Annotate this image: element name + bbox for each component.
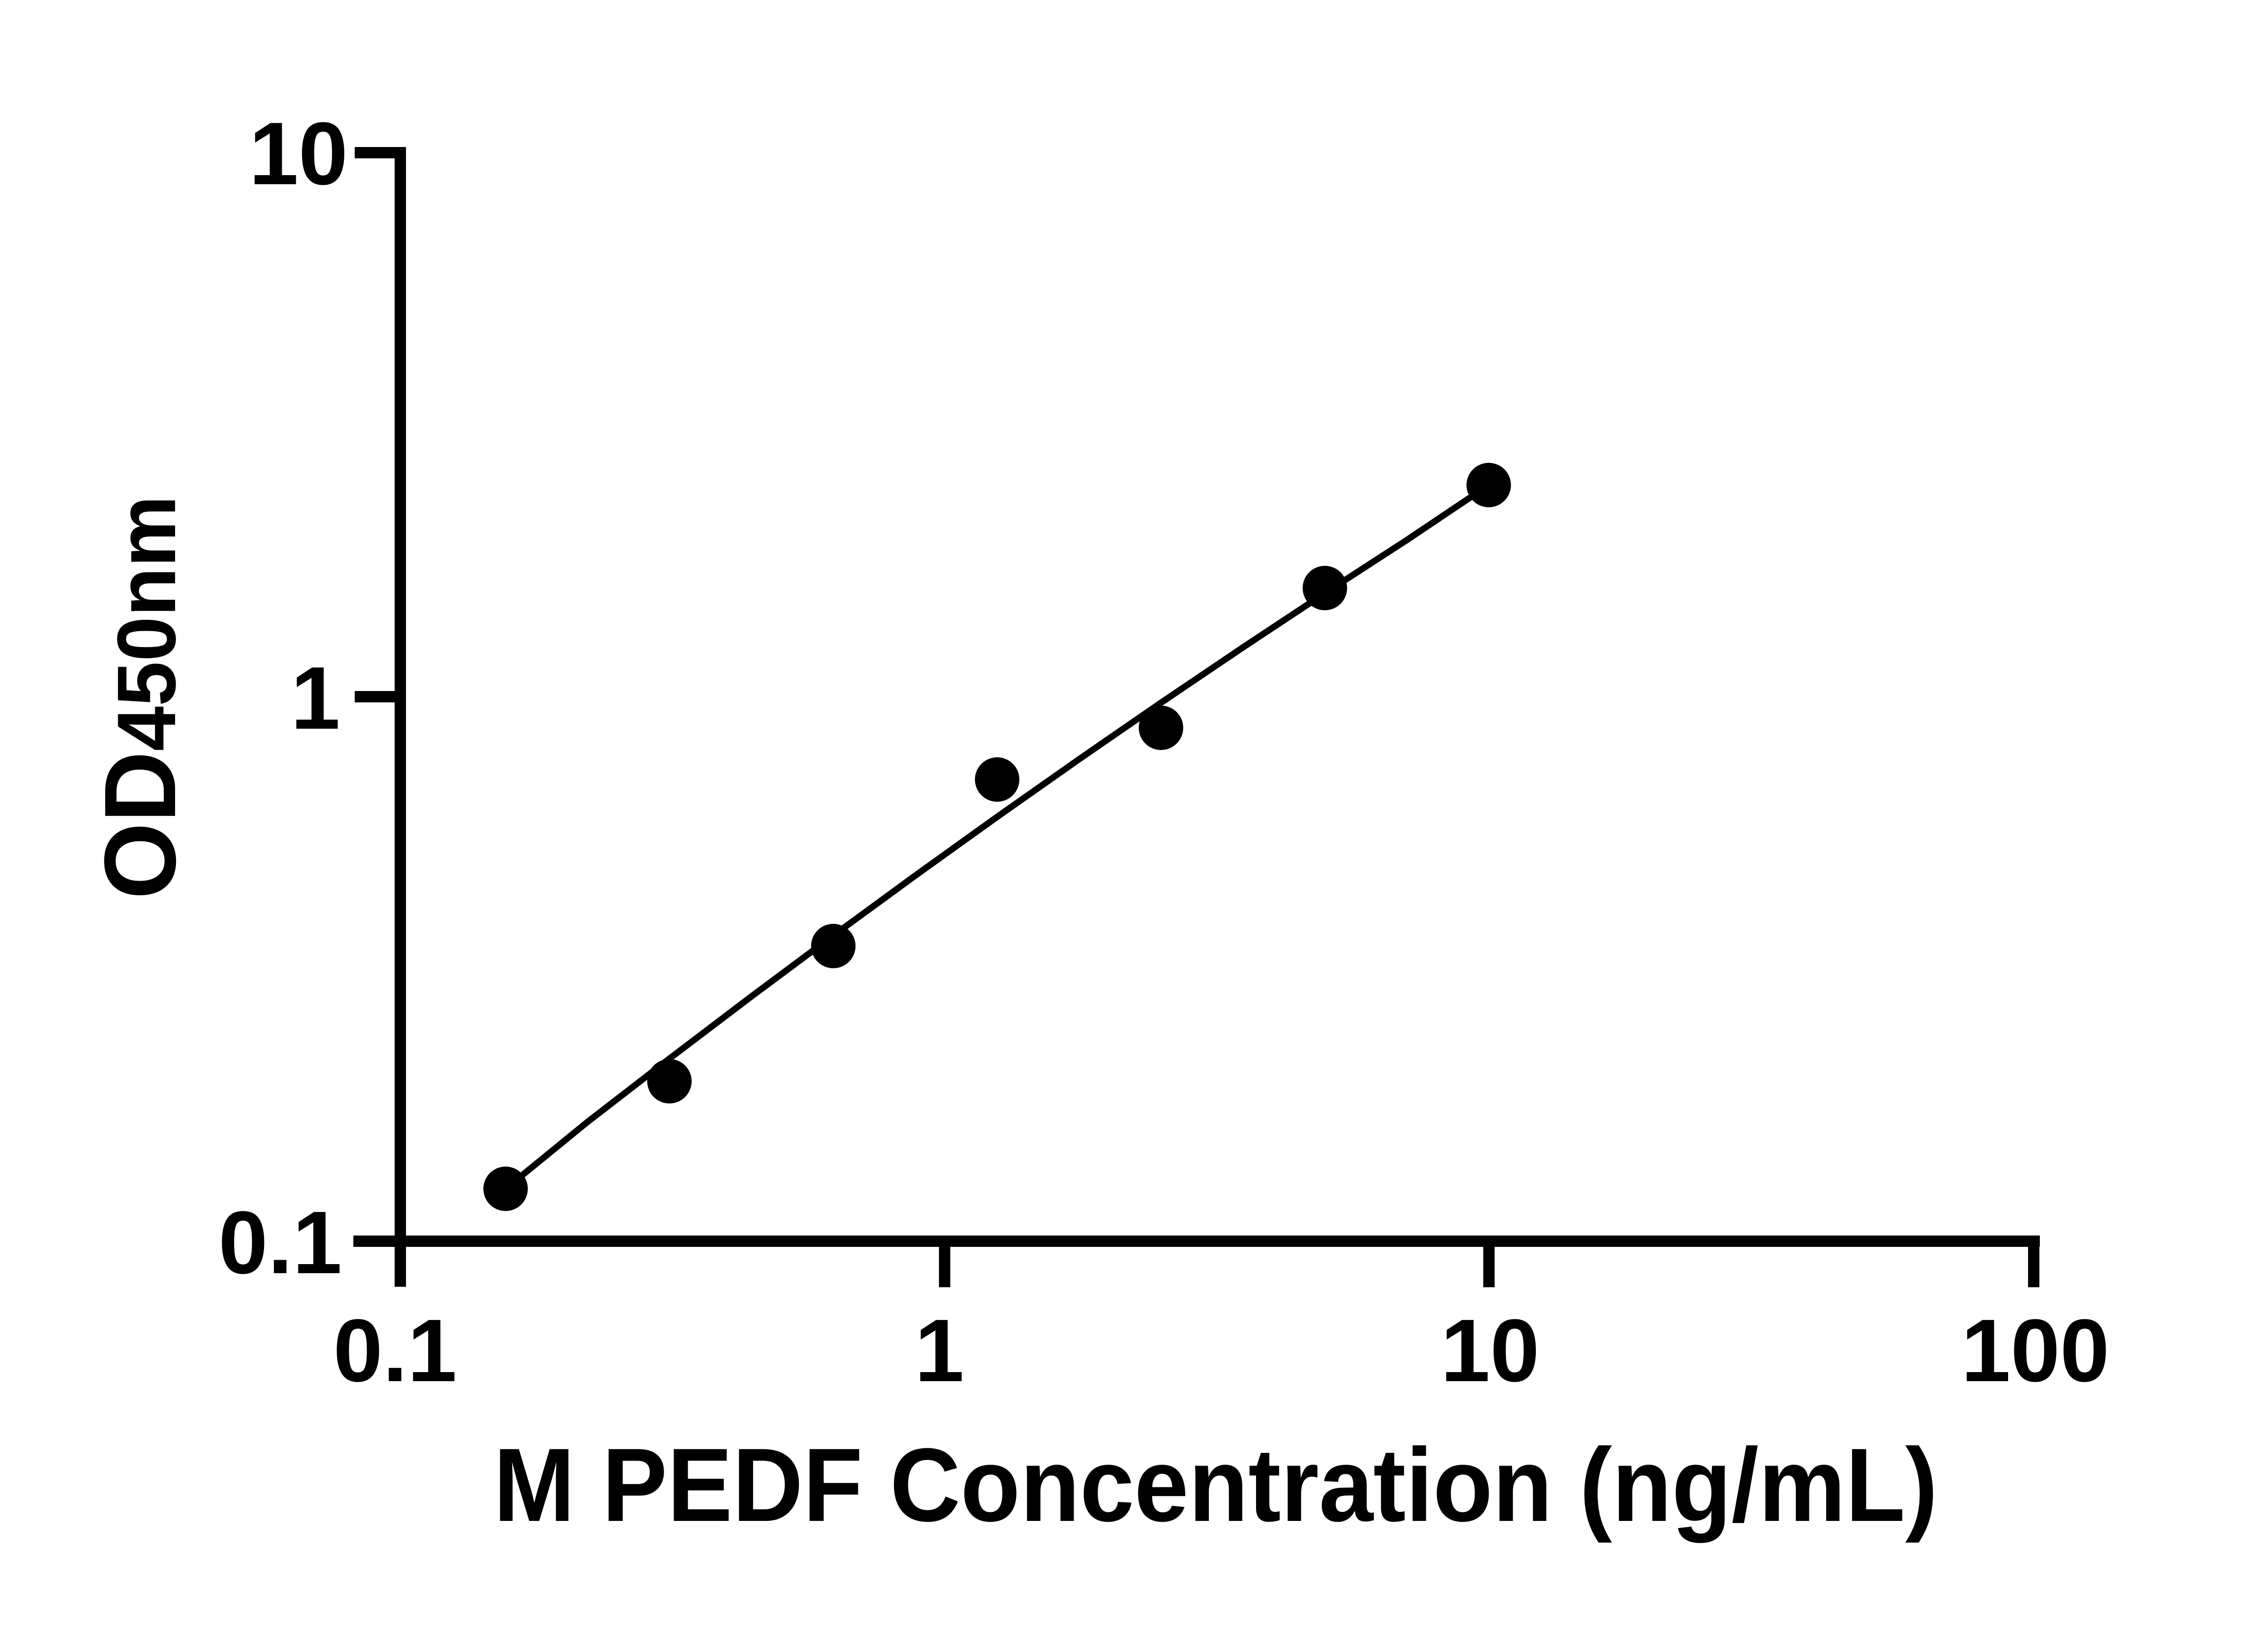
svg-text:100: 100 xyxy=(1961,1301,2109,1400)
svg-text:M PEDF Concentration (ng/mL): M PEDF Concentration (ng/mL) xyxy=(494,1427,1938,1543)
svg-text:10: 10 xyxy=(1441,1301,1540,1400)
svg-text:OD450nm: OD450nm xyxy=(83,495,197,899)
svg-text:1: 1 xyxy=(914,1301,964,1400)
svg-text:1: 1 xyxy=(291,648,340,748)
svg-text:0.1: 0.1 xyxy=(333,1301,457,1400)
svg-text:0.1: 0.1 xyxy=(219,1193,342,1292)
svg-text:10: 10 xyxy=(249,104,348,203)
